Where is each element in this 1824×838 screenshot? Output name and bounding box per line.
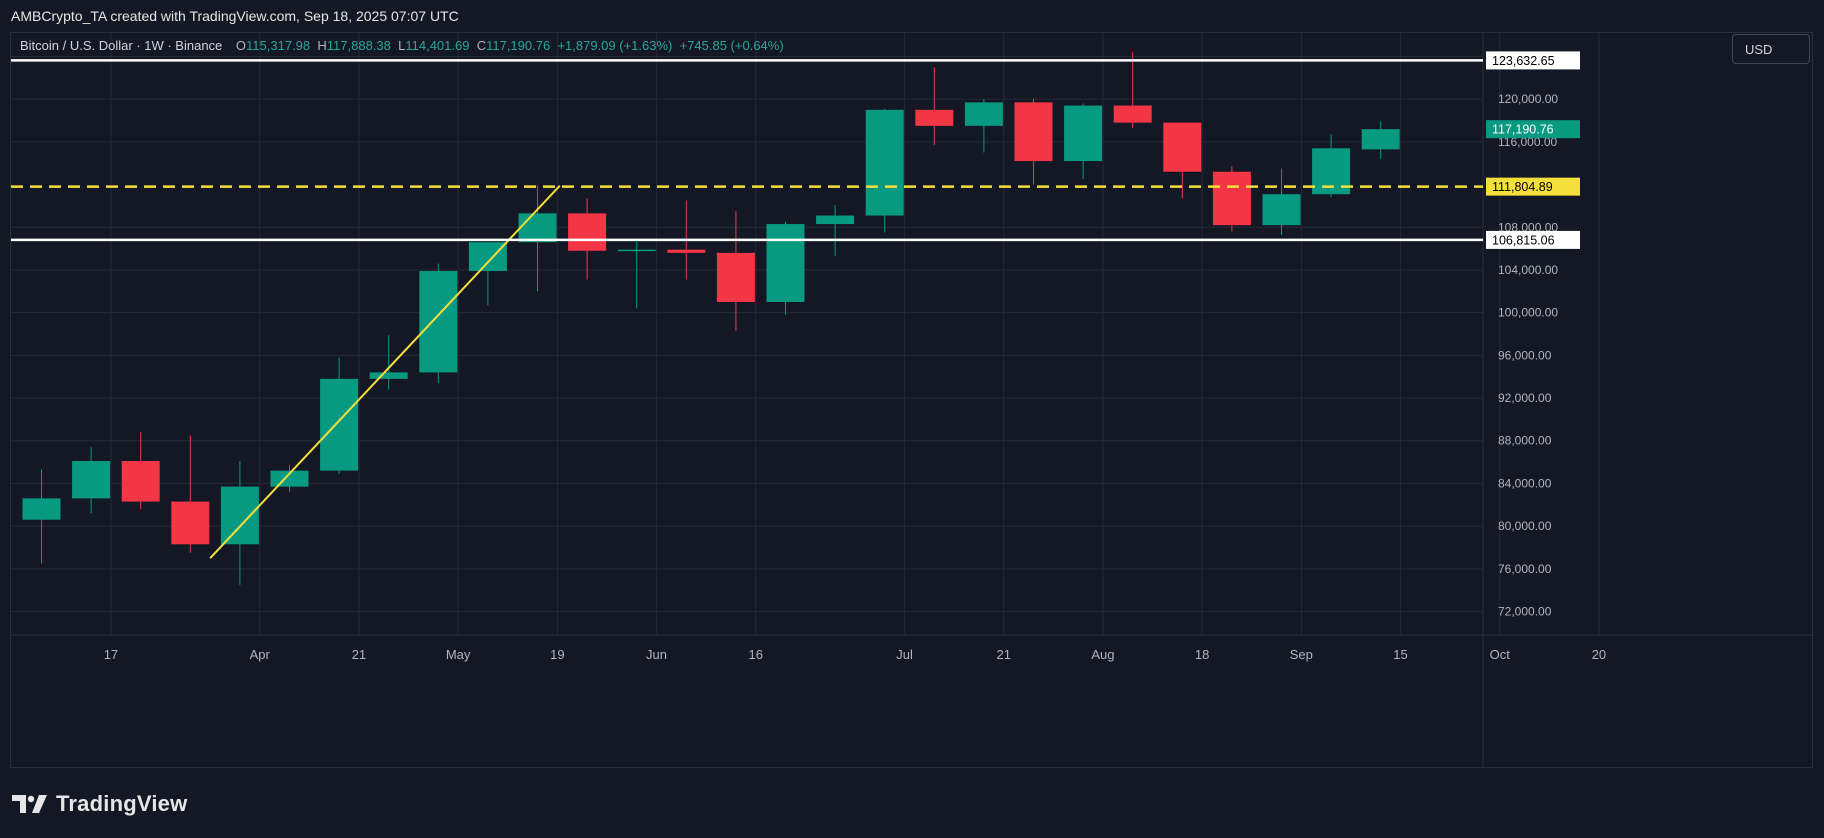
x-tick-label: 15 bbox=[1393, 647, 1407, 662]
price-level-label: 106,815.06 bbox=[1492, 233, 1555, 247]
candle-body bbox=[667, 249, 706, 253]
x-tick-label: 21 bbox=[352, 647, 366, 662]
price-level-label: 123,632.65 bbox=[1492, 54, 1555, 68]
close-label: C bbox=[476, 38, 487, 53]
candle-body bbox=[1262, 194, 1301, 226]
candle-body bbox=[1163, 122, 1202, 172]
candle-body bbox=[568, 213, 607, 251]
candle-body bbox=[220, 486, 259, 545]
open-value: 115,317.98 bbox=[246, 38, 311, 53]
y-tick-label: 84,000.00 bbox=[1498, 476, 1552, 490]
y-tick-label: 120,000.00 bbox=[1498, 92, 1558, 106]
low-label: L bbox=[398, 38, 406, 53]
x-tick-label: Aug bbox=[1091, 647, 1114, 662]
x-tick-label: Sep bbox=[1290, 647, 1313, 662]
candle-body bbox=[865, 109, 904, 216]
candle-body bbox=[72, 461, 111, 499]
brand-name: TradingView bbox=[56, 791, 188, 816]
candle-body bbox=[915, 109, 954, 126]
candle-body bbox=[369, 372, 408, 379]
x-tick-label: Jul bbox=[896, 647, 913, 662]
y-tick-label: 96,000.00 bbox=[1498, 348, 1552, 362]
candle-body bbox=[468, 242, 507, 272]
y-tick-label: 72,000.00 bbox=[1498, 605, 1552, 619]
currency-button[interactable]: USD bbox=[1732, 34, 1810, 64]
chart-frame[interactable]: 72,000.00 76,000.00 80,000.00 84,000.00 88,0… bbox=[10, 32, 1814, 769]
candle-body bbox=[1014, 102, 1053, 162]
x-tick-label: Oct bbox=[1490, 647, 1511, 662]
open-label: O bbox=[235, 38, 247, 53]
candle-body bbox=[22, 498, 61, 520]
change-value: +1,879.09 (+1.63%) bbox=[557, 38, 673, 53]
candle-body bbox=[171, 501, 210, 545]
y-tick-label: 116,000.00 bbox=[1498, 135, 1557, 149]
candle-body bbox=[766, 224, 805, 302]
price-level-label: 111,804.89 bbox=[1492, 180, 1553, 194]
x-tick-label: 16 bbox=[749, 647, 763, 662]
symbol-title: Bitcoin / U.S. Dollar · 1W · Binance bbox=[20, 38, 223, 53]
attribution-bar: AMBCrypto_TA created with TradingView.co… bbox=[0, 0, 1824, 32]
y-tick-label: 76,000.00 bbox=[1498, 562, 1552, 576]
y-tick-label: 92,000.00 bbox=[1498, 391, 1552, 405]
candlestick-chart[interactable]: 72,000.00 76,000.00 80,000.00 84,000.00 88,0… bbox=[11, 33, 1814, 769]
tradingview-logo-icon bbox=[12, 795, 47, 813]
close-value: 117,190.76 bbox=[486, 38, 551, 53]
candle-body bbox=[716, 252, 755, 302]
trendline bbox=[209, 184, 561, 559]
x-tick-label: May bbox=[446, 647, 471, 662]
last-price-label: 117,190.76 bbox=[1492, 123, 1554, 137]
x-tick-label: 17 bbox=[104, 647, 118, 662]
attribution-text: AMBCrypto_TA created with TradingView.co… bbox=[11, 8, 459, 24]
candle-body bbox=[1113, 105, 1152, 123]
ohlc-legend: Bitcoin / U.S. Dollar · 1W · Binance O11… bbox=[20, 38, 784, 58]
price-level-tag bbox=[1486, 230, 1580, 249]
brand-logo[interactable]: TradingView bbox=[12, 784, 187, 824]
y-tick-label: 80,000.00 bbox=[1498, 519, 1552, 533]
last-price-tag bbox=[1486, 120, 1580, 139]
x-tick-label: 20 bbox=[1592, 647, 1606, 662]
x-tick-label: 21 bbox=[997, 647, 1011, 662]
high-value: 117,888.38 bbox=[326, 38, 391, 53]
footer: TradingView bbox=[0, 768, 1824, 838]
candle-body bbox=[1064, 105, 1103, 162]
candle-body bbox=[121, 461, 160, 502]
y-tick-label: 104,000.00 bbox=[1498, 263, 1558, 277]
candle-body bbox=[1212, 171, 1251, 226]
x-tick-label: 19 bbox=[550, 647, 564, 662]
candle-body bbox=[964, 102, 1003, 126]
price-level-tag bbox=[1486, 51, 1580, 70]
high-label: H bbox=[317, 38, 327, 53]
y-tick-label: 108,000.00 bbox=[1498, 220, 1558, 234]
candle-body bbox=[320, 378, 359, 471]
x-tick-label: 18 bbox=[1195, 647, 1209, 662]
low-value: 114,401.69 bbox=[405, 38, 470, 53]
y-tick-label: 100,000.00 bbox=[1498, 306, 1558, 320]
change2-value: +745.85 (+0.64%) bbox=[679, 38, 784, 53]
candle-body bbox=[617, 249, 656, 252]
price-level-tag bbox=[1486, 177, 1580, 196]
candle-body bbox=[1361, 129, 1400, 150]
candle-body bbox=[518, 213, 557, 243]
x-tick-label: Apr bbox=[250, 647, 271, 662]
candle-body bbox=[419, 271, 458, 373]
candle-body bbox=[816, 215, 855, 225]
x-tick-label: Jun bbox=[646, 647, 667, 662]
y-tick-label: 88,000.00 bbox=[1498, 434, 1552, 448]
